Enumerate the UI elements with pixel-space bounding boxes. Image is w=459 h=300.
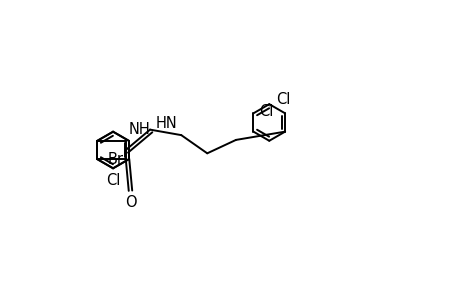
Text: O: O (125, 195, 136, 210)
Text: HN: HN (155, 116, 177, 131)
Text: Cl: Cl (275, 92, 290, 107)
Text: Br: Br (108, 152, 124, 167)
Text: Cl: Cl (259, 104, 273, 119)
Text: Cl: Cl (106, 173, 120, 188)
Text: NH: NH (129, 122, 150, 137)
